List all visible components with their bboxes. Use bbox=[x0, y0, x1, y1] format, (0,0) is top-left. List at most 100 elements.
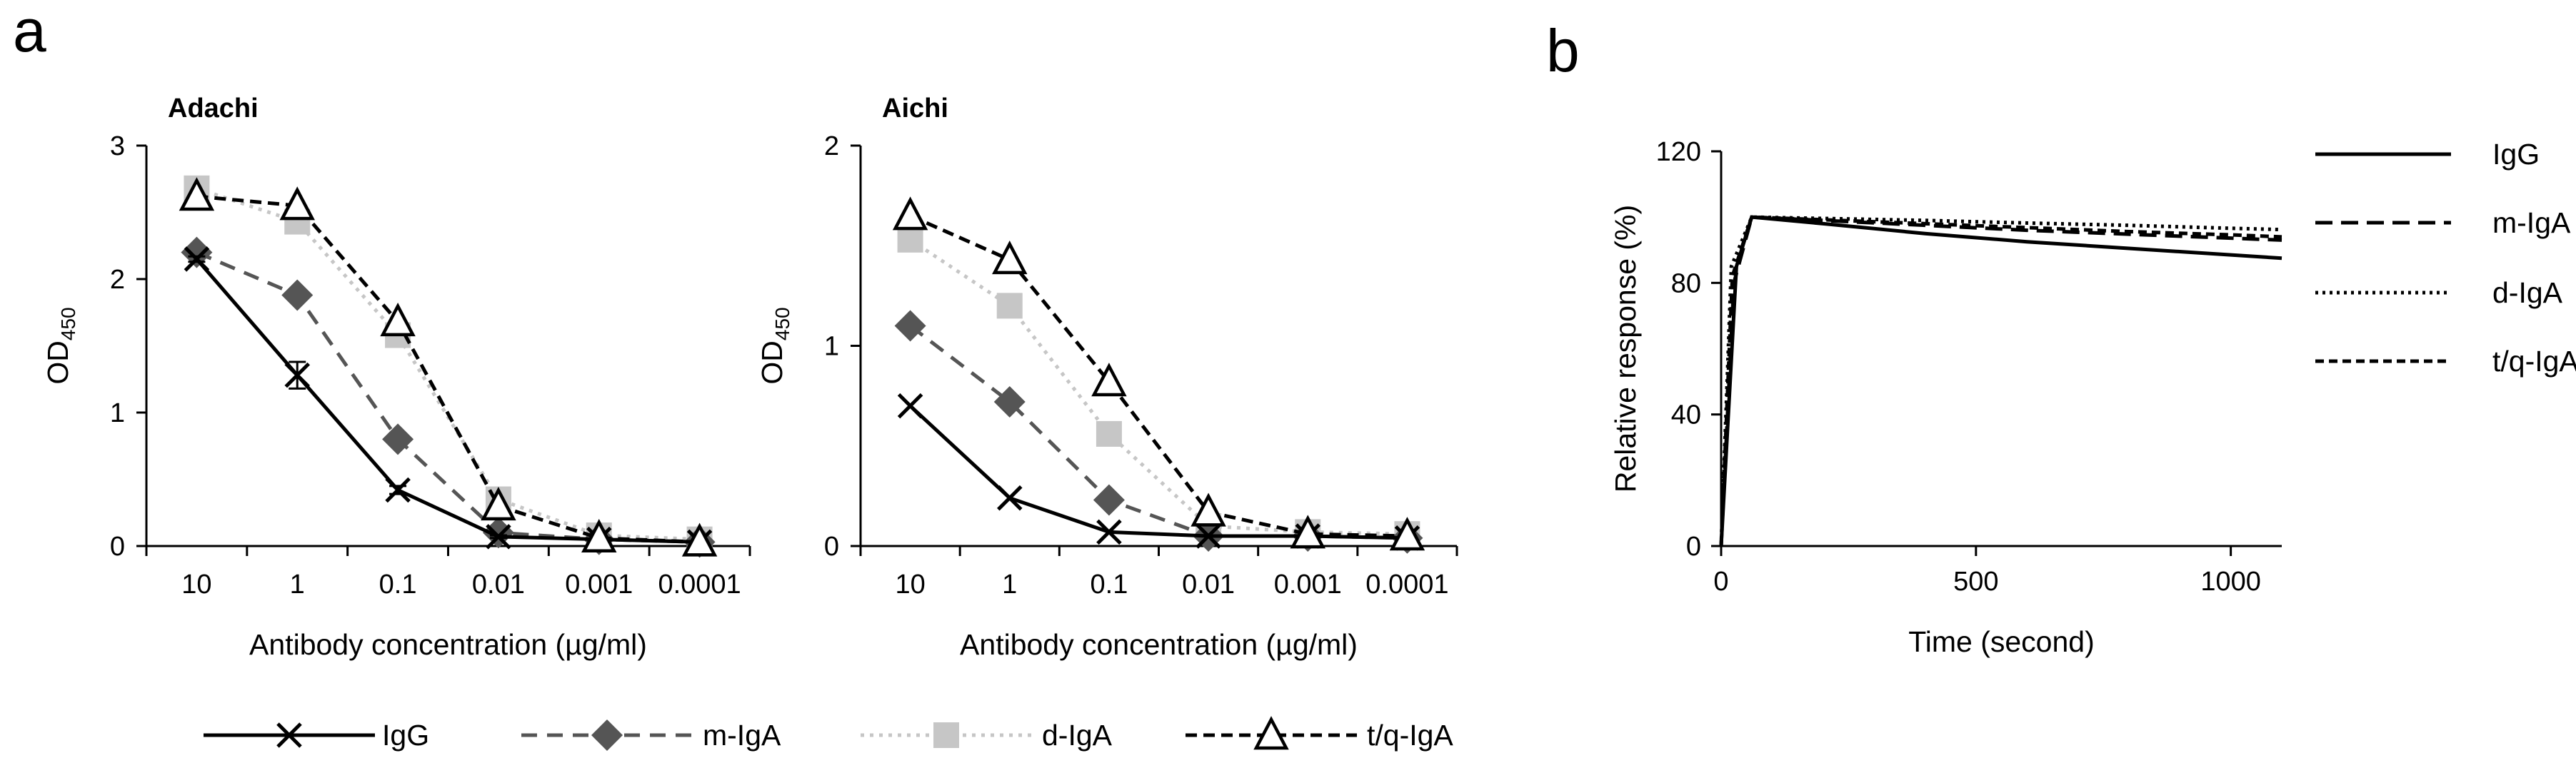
series-line-t-q-iga bbox=[1719, 215, 2282, 547]
x-tick-label: 10 bbox=[181, 570, 211, 600]
data-point-t-q-iga bbox=[581, 518, 617, 553]
data-point-t-q-iga bbox=[1389, 517, 1425, 551]
y-axis-label-subscript: 450 bbox=[57, 307, 79, 340]
x-tick-label: 0.1 bbox=[379, 570, 417, 600]
data-point-t-q-iga bbox=[1290, 515, 1325, 549]
y-tick-label: 0 bbox=[1686, 532, 1701, 562]
y-tick-label: 2 bbox=[824, 131, 839, 161]
data-point-igg bbox=[385, 477, 411, 503]
legend-label: IgG bbox=[382, 719, 429, 752]
y-tick-label: 3 bbox=[110, 131, 125, 161]
series-line-m-iga bbox=[909, 324, 1408, 540]
series-m-iga bbox=[181, 236, 716, 558]
data-point-d-iga bbox=[1096, 420, 1122, 447]
y-axis-label: Relative response (%) bbox=[1609, 205, 1642, 492]
data-point-t-q-iga bbox=[681, 522, 718, 557]
series-line-d-iga bbox=[909, 238, 1408, 536]
data-point-m-iga bbox=[181, 236, 213, 268]
series-line-m-iga bbox=[196, 251, 700, 544]
legend-label: d-IgA bbox=[1042, 719, 1113, 752]
x-tick-label: 500 bbox=[1953, 567, 1998, 597]
series-line-d-iga bbox=[1719, 215, 2282, 547]
x-tick-label: 1 bbox=[290, 570, 305, 600]
data-point-t-q-iga bbox=[481, 487, 516, 521]
data-point-igg bbox=[486, 524, 511, 550]
x-tick-label: 0.01 bbox=[1182, 570, 1235, 600]
data-point-m-iga bbox=[482, 517, 514, 549]
series-igg bbox=[897, 393, 1420, 551]
legend-marker bbox=[591, 719, 623, 751]
y-axis-label: OD450 bbox=[756, 307, 793, 384]
series-d-iga bbox=[184, 175, 713, 552]
series-t-q-iga bbox=[892, 196, 1425, 551]
data-point-igg bbox=[184, 246, 210, 272]
legend-item-m-iga: m-IgA bbox=[2315, 206, 2571, 239]
legend-label: m-IgA bbox=[703, 719, 781, 752]
y-tick-label: 0 bbox=[824, 532, 839, 562]
series-t-q-iga bbox=[179, 177, 718, 557]
data-point-igg bbox=[996, 485, 1023, 511]
legend-label: m-IgA bbox=[2492, 206, 2571, 239]
legend-marker bbox=[933, 722, 959, 748]
legend-marker bbox=[276, 722, 302, 748]
x-axis-label: Time (second) bbox=[1908, 625, 2095, 658]
legend-item-t-q-iga: t/q-IgA bbox=[2315, 345, 2576, 378]
x-tick-label: 0.001 bbox=[565, 570, 633, 600]
legend-item-d-iga: d-IgA bbox=[2315, 276, 2563, 309]
chart-binding-response: 0 40 80 120 0 500 1000 Time (second) Relative re… bbox=[1609, 137, 2282, 658]
legend-item-t-q-iga: t/q-IgA bbox=[1186, 716, 1453, 752]
series-line-t-q-iga bbox=[909, 213, 1408, 538]
data-point-m-iga bbox=[894, 310, 926, 342]
data-point-m-iga bbox=[281, 279, 314, 311]
data-point-igg bbox=[1096, 519, 1122, 545]
series-line-d-iga bbox=[196, 186, 700, 542]
series-d-iga bbox=[897, 226, 1420, 547]
data-point-m-iga bbox=[993, 386, 1026, 418]
x-tick-label: 0.01 bbox=[472, 570, 525, 600]
legend-item-igg: IgG bbox=[2315, 138, 2540, 171]
x-tick-label: 0.0001 bbox=[658, 570, 741, 600]
data-point-igg bbox=[897, 393, 923, 419]
data-point-t-q-iga bbox=[179, 177, 215, 211]
y-tick-label: 80 bbox=[1671, 268, 1701, 298]
data-point-m-iga bbox=[382, 423, 414, 455]
panel-label-b: b bbox=[1546, 17, 1580, 84]
legend-item-igg: IgG bbox=[204, 719, 429, 752]
y-axis-label-subscript: 450 bbox=[771, 307, 793, 340]
x-tick-label: 0.0001 bbox=[1365, 570, 1448, 600]
legend-label: d-IgA bbox=[2492, 276, 2563, 309]
legend-panel-a: IgG m-IgA d-IgA t/q-IgA bbox=[204, 716, 1453, 752]
x-tick-label: 10 bbox=[895, 570, 925, 600]
y-tick-label: 1 bbox=[824, 332, 839, 362]
chart-adachi: Adachi 0 1 2 3 10 1 0.1 0.01 0.001 0.0001 Antibody … bbox=[41, 94, 751, 661]
data-point-t-q-iga bbox=[279, 186, 315, 221]
x-axis-label: Antibody concentration (µg/ml) bbox=[960, 628, 1358, 661]
chart-title: Aichi bbox=[882, 94, 948, 123]
legend-item-m-iga: m-IgA bbox=[521, 719, 781, 752]
panel-label-a: a bbox=[13, 0, 46, 64]
x-tick-label: 1000 bbox=[2200, 567, 2261, 597]
y-tick-label: 40 bbox=[1671, 400, 1701, 430]
data-point-igg bbox=[284, 362, 311, 388]
data-point-t-q-iga bbox=[1091, 363, 1127, 397]
data-point-t-q-iga bbox=[1191, 492, 1226, 527]
series-line-igg bbox=[195, 258, 700, 544]
data-point-igg bbox=[1196, 523, 1221, 549]
data-point-t-q-iga bbox=[380, 302, 416, 337]
y-axis-label-text: OD bbox=[41, 340, 74, 385]
legend-label: IgG bbox=[2492, 138, 2540, 171]
y-axis-label: OD450 bbox=[41, 307, 79, 384]
series-line-igg bbox=[908, 404, 1408, 540]
y-tick-label: 0 bbox=[110, 532, 125, 562]
series-line-igg bbox=[1719, 215, 2282, 547]
legend-label: t/q-IgA bbox=[1367, 719, 1453, 752]
y-tick-label: 120 bbox=[1656, 137, 1701, 167]
y-axis-label-text: OD bbox=[756, 340, 788, 385]
series-igg bbox=[184, 246, 713, 555]
series-line-t-q-iga bbox=[196, 194, 700, 544]
x-tick-label: 0.1 bbox=[1091, 570, 1128, 600]
series-line-m-iga bbox=[1719, 215, 2282, 547]
y-tick-label: 1 bbox=[110, 398, 125, 428]
